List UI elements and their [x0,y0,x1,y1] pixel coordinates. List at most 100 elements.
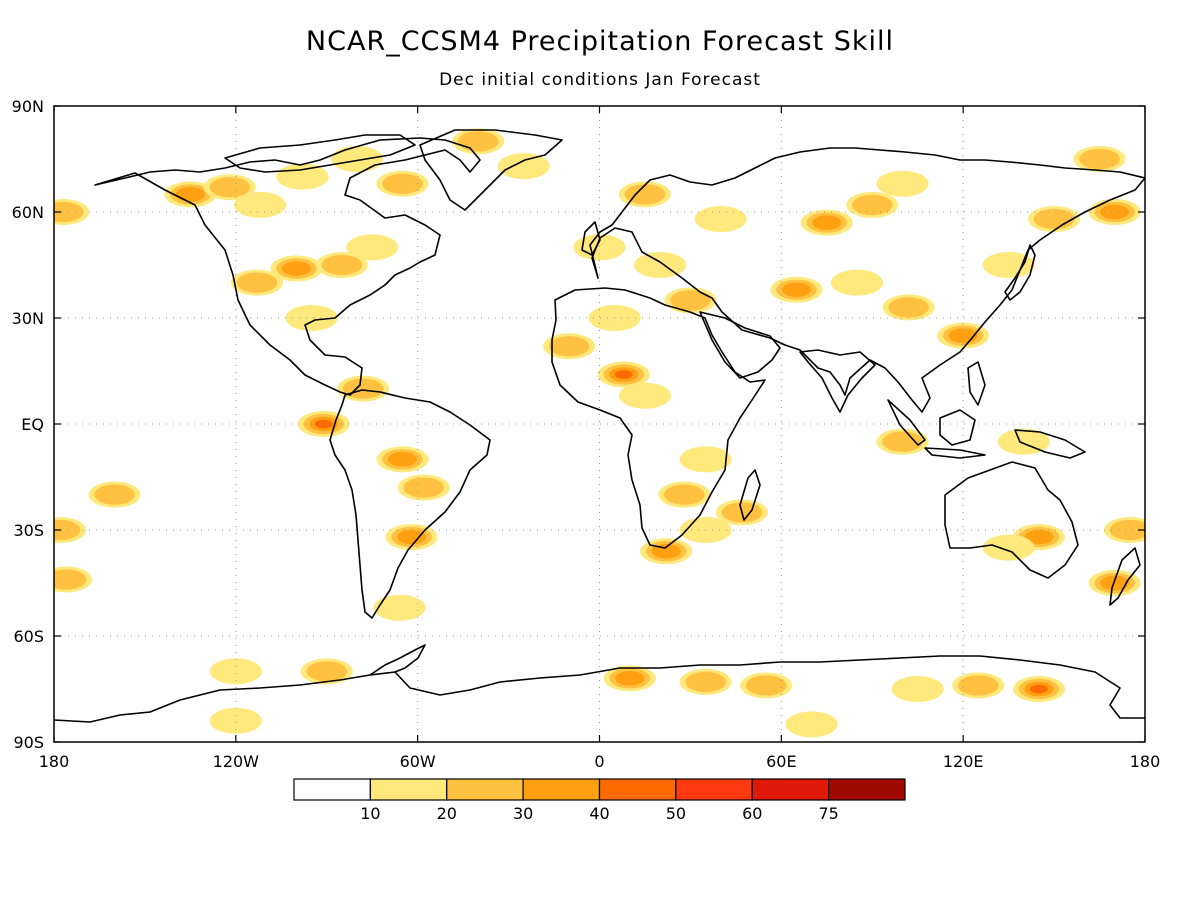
skill-patch [888,297,929,318]
skill-patch [382,173,423,194]
skill-patch [982,252,1035,278]
colorbar-label: 75 [818,804,838,823]
skill-patch [624,184,666,205]
coastline-greenland [419,129,563,211]
skill-patch [457,131,499,152]
coastline-antarctic-peninsula [369,644,426,676]
skill-patch [573,234,626,261]
coastline-arabia [699,311,781,379]
skill-patch [331,146,384,172]
colorbar-swatch [446,778,524,801]
skill-patch [982,534,1035,561]
colorbar-label: 10 [360,804,380,823]
lat-tick-label: 90N [12,97,44,116]
skill-patch [321,254,363,276]
lat-tick-label: 60N [12,203,44,222]
lat-tick-label: 30N [12,309,44,328]
skill-patch [285,305,338,331]
colorbar-swatch [522,778,601,801]
skill-patch [209,177,251,198]
skill-patch [497,153,550,180]
skill-patch [882,431,923,452]
colorbar-swatch [293,778,371,801]
colorbar-swatch [828,778,906,801]
skill-patch [1030,684,1048,694]
lon-tick-label: 120E [943,752,984,771]
map-frame [53,105,1146,743]
skill-patch [373,594,426,621]
skill-patch [281,261,312,276]
coastline-layer [54,129,1145,723]
skill-patch [342,378,384,399]
skill-patch [812,215,842,230]
lat-tick-label: EQ [21,415,44,434]
skill-patch [1024,529,1054,545]
skill-patch [1033,208,1075,230]
coastline-madagascar [739,469,761,521]
skill-patch [209,658,262,685]
skill-patch [1100,204,1130,220]
coastline-british-isles [581,221,601,256]
skill-patch [615,671,645,686]
lon-tick-label: 60E [766,752,796,771]
coastline-arctic-islands [224,134,416,173]
graticule-grid [54,106,1145,742]
skill-patch [306,661,348,682]
coastline-africa [551,287,766,549]
skill-patch [664,484,705,505]
skill-patch [1079,148,1120,170]
skill-patch [175,187,205,202]
coastline-new-guinea [1014,429,1086,459]
skill-patch [851,194,893,216]
skill-patch [397,529,427,545]
skill-patch [781,282,812,298]
skill-patch [346,234,399,261]
skill-patch [209,707,262,734]
skill-patch [958,675,999,696]
lat-tick-label: 30S [13,521,44,540]
skill-patch [614,370,633,379]
lat-tick-label: 60S [13,627,44,646]
skill-patch [694,206,747,233]
coastline-borneo [939,409,976,446]
coastline-india [799,349,876,413]
skill-patch [236,272,278,293]
coastline-australia [944,461,1079,579]
skill-patch [314,419,333,429]
skill-patch [891,676,944,702]
coastline-south-america [329,389,491,619]
coastline-philippines [967,361,986,406]
skill-patch [387,452,418,467]
skill-patch [670,290,711,311]
colorbar-swatch [369,778,448,801]
page-title: NCAR_CCSM4 Precipitation Forecast Skill [305,26,895,57]
skill-patch [745,675,787,696]
skill-patch [785,711,838,738]
colorbar-swatch [598,778,677,801]
skill-patch [685,671,726,693]
lon-tick-label: 180 [1130,752,1161,771]
coastline-new-zealand [1109,547,1141,606]
page-subtitle: Dec initial conditions Jan Forecast [439,70,761,90]
skill-patch [54,519,81,541]
lon-tick-label: 60W [400,752,436,771]
lat-tick-label: 90S [13,733,44,752]
lon-tick-label: 120W [213,752,260,771]
skill-patch [831,269,884,296]
skill-patch [876,170,929,197]
coastline-sumatra [887,399,926,446]
colorbar-label: 40 [589,804,609,823]
coastline-antarctica [54,655,1145,723]
colorbar-label: 30 [513,804,533,823]
skill-patch [403,477,445,498]
skill-patch [94,484,135,505]
colorbar-swatch [675,778,753,801]
skill-patch [276,163,329,190]
skill-patch [1109,519,1145,541]
skill-patch [634,252,687,278]
coastline-north-america [94,137,481,396]
skill-patch [54,201,84,223]
colorbar-swatch [751,778,830,801]
